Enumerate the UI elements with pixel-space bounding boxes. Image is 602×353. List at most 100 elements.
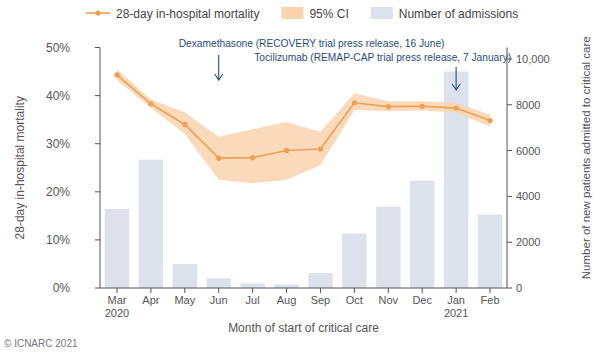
- annotation-arrowhead: [452, 84, 460, 90]
- x-tick: [252, 288, 253, 293]
- legend-label: 28-day in-hospital mortality: [116, 7, 259, 21]
- y2-tick: [507, 242, 512, 243]
- admission-bar: [173, 264, 197, 288]
- x-tick-label: Oct: [346, 294, 363, 306]
- admission-bar: [139, 160, 163, 288]
- y-tick-label: 10%: [46, 233, 70, 247]
- x-tick-label-line: 2020: [105, 307, 129, 319]
- x-tick: [354, 288, 355, 293]
- y2-axis-line: [507, 48, 508, 289]
- admission-bar: [206, 278, 230, 288]
- y-tick-label: 0%: [53, 281, 71, 295]
- annotation-arrow: [456, 67, 457, 89]
- annotation: Tocilizumab (REMAP-CAP trial press relea…: [254, 52, 511, 90]
- annotation-text: Dexamethasone (RECOVERY trial press rele…: [179, 38, 445, 49]
- mortality-point: [487, 118, 492, 123]
- x-tick: [456, 288, 457, 293]
- x-tick-label-line: Jun: [210, 294, 228, 306]
- y-tick: [95, 288, 100, 289]
- x-tick-label-line: Sep: [311, 294, 331, 306]
- y-tick: [95, 47, 100, 48]
- x-tick-label-line: 2021: [444, 307, 468, 319]
- admission-bar: [240, 283, 264, 288]
- y2-tick-label: 6000: [516, 145, 540, 157]
- x-tick-label: Jan2021: [444, 294, 468, 319]
- y-tick: [95, 239, 100, 240]
- y-tick: [95, 143, 100, 144]
- x-axis-title: Month of start of critical care: [228, 321, 379, 335]
- x-axis-line: [100, 288, 507, 289]
- x-tick-label-line: Nov: [379, 294, 399, 306]
- y-tick: [95, 191, 100, 192]
- y-tick: [95, 95, 100, 96]
- legend-item: 28-day in-hospital mortality: [86, 7, 259, 21]
- x-tick-label-line: Jan: [447, 294, 465, 306]
- x-tick: [490, 288, 491, 293]
- y-axis-title: 28-day in-hospital mortality: [13, 96, 27, 239]
- x-tick-label-line: Dec: [412, 294, 432, 306]
- y-axis-line: [100, 48, 101, 289]
- mortality-point: [318, 146, 323, 151]
- admission-bar: [105, 209, 129, 288]
- x-tick-label: Dec: [412, 294, 432, 306]
- legend-swatch: [281, 7, 303, 19]
- annotation-arrowhead: [215, 74, 223, 80]
- mortality-point: [250, 155, 255, 160]
- x-tick-label-line: Jul: [246, 294, 260, 306]
- x-tick: [388, 288, 389, 293]
- admission-bar: [376, 207, 400, 288]
- x-tick-label: Jul: [246, 294, 260, 306]
- admission-bar: [410, 181, 434, 288]
- x-tick-label-line: Feb: [481, 294, 500, 306]
- x-tick-label-line: Aug: [277, 294, 297, 306]
- y-tick-label: 30%: [46, 137, 70, 151]
- mortality-line: [117, 75, 490, 158]
- x-tick: [320, 288, 321, 293]
- admission-bar: [274, 285, 298, 288]
- x-tick: [422, 288, 423, 293]
- y-tick-label: 50%: [46, 41, 70, 55]
- y-tick-label: 40%: [46, 89, 70, 103]
- x-tick: [218, 288, 219, 293]
- legend-marker: [95, 10, 100, 15]
- admission-bar: [342, 233, 366, 288]
- annotation-arrow: [218, 55, 219, 79]
- x-tick-label-line: Oct: [346, 294, 363, 306]
- x-tick: [116, 288, 117, 293]
- mortality-point: [114, 72, 119, 77]
- x-tick: [150, 288, 151, 293]
- mortality-point: [182, 122, 187, 127]
- x-tick: [184, 288, 185, 293]
- x-tick: [286, 288, 287, 293]
- admission-bar: [308, 273, 332, 288]
- y2-tick: [507, 150, 512, 151]
- x-tick-label: Mar2020: [105, 294, 129, 319]
- y2-axis-title: Number of new patients admitted to criti…: [580, 36, 592, 279]
- legend-label: Number of admissions: [399, 7, 518, 21]
- y2-tick: [507, 288, 512, 289]
- x-tick-label: Aug: [277, 294, 297, 306]
- mortality-point: [352, 100, 357, 105]
- y2-tick-label: 0: [516, 282, 522, 294]
- y2-tick-label: 2000: [516, 236, 540, 248]
- legend-label: 95% CI: [309, 7, 348, 21]
- y2-tick-label: 8000: [516, 99, 540, 111]
- ci-band: [117, 69, 490, 183]
- x-tick-label-line: Apr: [142, 294, 159, 306]
- x-tick-label: May: [174, 294, 195, 306]
- mortality-point: [284, 148, 289, 153]
- mortality-point: [148, 101, 153, 106]
- x-tick-label: Jun: [210, 294, 228, 306]
- annotation-text: Tocilizumab (REMAP-CAP trial press relea…: [254, 52, 511, 63]
- y-tick-label: 20%: [46, 185, 70, 199]
- legend-item: Number of admissions: [371, 7, 518, 21]
- y2-tick-label: 10,000: [516, 53, 550, 65]
- x-tick-label-line: May: [174, 294, 195, 306]
- y2-tick-label: 4000: [516, 190, 540, 202]
- x-tick-label: Sep: [311, 294, 331, 306]
- chart: 0% 10% 20% 30% 40% 50% 0 2000 4000 6000 8000 10,000…: [0, 0, 602, 353]
- mortality-point: [420, 104, 425, 109]
- mortality-point: [386, 104, 391, 109]
- x-tick-label: Feb: [481, 294, 500, 306]
- legend-swatch: [371, 7, 393, 19]
